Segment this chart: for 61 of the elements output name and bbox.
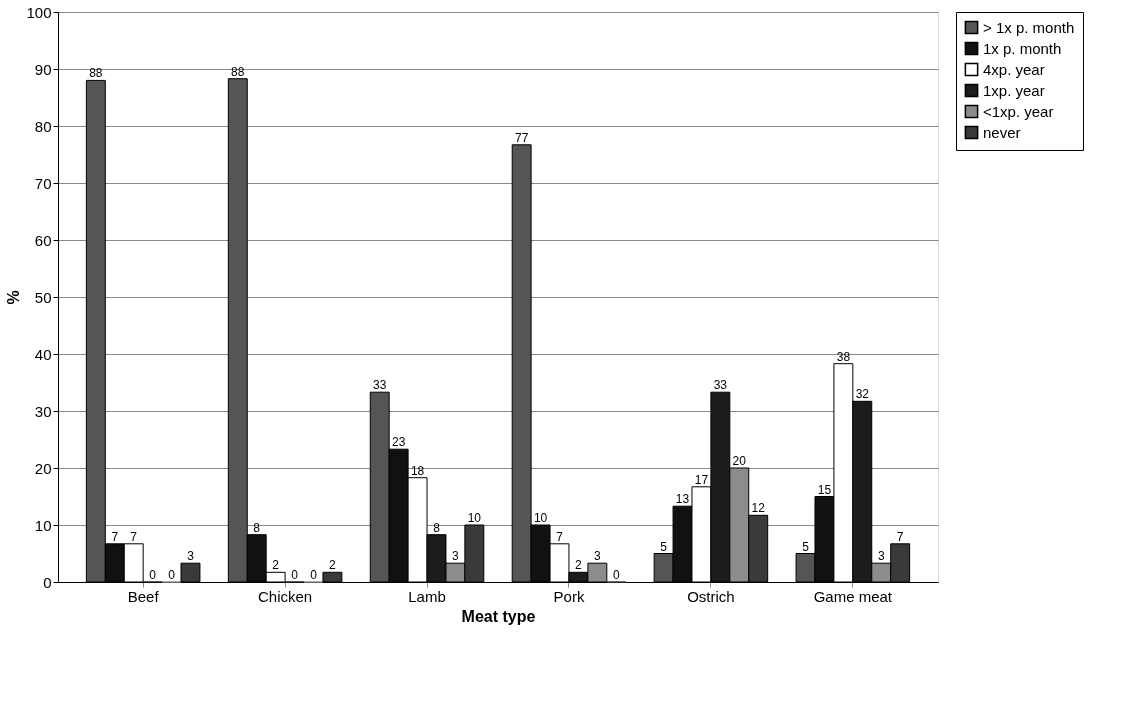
data-label: 38 bbox=[836, 349, 851, 364]
data-label: 5 bbox=[660, 539, 668, 554]
data-label: 7 bbox=[896, 529, 904, 544]
legend-label: 4xp. year bbox=[983, 60, 1045, 78]
data-label: 88 bbox=[89, 66, 103, 81]
data-label: 7 bbox=[111, 529, 119, 544]
data-label: 2 bbox=[329, 558, 337, 573]
data-label: 32 bbox=[855, 387, 870, 402]
data-label: 20 bbox=[732, 454, 747, 468]
legend-label: never bbox=[983, 123, 1021, 141]
x-tick-label: Chicken bbox=[258, 587, 313, 605]
data-label: 8 bbox=[433, 520, 441, 535]
legend-label: 1xp. year bbox=[983, 81, 1045, 99]
y-tick-label: 0 bbox=[43, 573, 52, 591]
data-label: 3 bbox=[877, 549, 885, 564]
data-label: 10 bbox=[467, 511, 482, 525]
data-label: 2 bbox=[575, 558, 583, 573]
data-label: 23 bbox=[391, 435, 406, 450]
data-label: 10 bbox=[533, 511, 548, 525]
data-label: 88 bbox=[231, 64, 245, 79]
data-label: 18 bbox=[410, 463, 425, 478]
data-label: 7 bbox=[556, 529, 564, 544]
data-label: 3 bbox=[452, 549, 460, 564]
data-label: 12 bbox=[751, 501, 766, 516]
x-axis-title: Meat type bbox=[461, 607, 536, 625]
data-label: 15 bbox=[817, 482, 832, 497]
y-tick-label: 10 bbox=[34, 516, 52, 534]
legend-label: 1x p. month bbox=[983, 39, 1062, 57]
y-tick-label: 80 bbox=[34, 117, 52, 135]
data-label: 0 bbox=[612, 568, 620, 582]
data-label: 77 bbox=[514, 130, 529, 145]
data-label: 7 bbox=[130, 529, 138, 544]
y-tick-label: 60 bbox=[34, 231, 52, 249]
legend-label: > 1x p. month bbox=[983, 18, 1075, 36]
data-label: 0 bbox=[168, 568, 176, 582]
y-tick-label: 40 bbox=[34, 345, 52, 363]
y-tick-label: 30 bbox=[34, 402, 52, 420]
y-tick-label: 90 bbox=[34, 60, 52, 78]
data-label: 8 bbox=[253, 520, 261, 535]
data-label: 2 bbox=[272, 558, 280, 573]
y-tick-label: 20 bbox=[34, 459, 52, 477]
x-tick-label: Pork bbox=[553, 587, 585, 605]
data-label: 17 bbox=[694, 472, 709, 487]
data-label: 3 bbox=[187, 549, 195, 564]
y-axis-title: % bbox=[5, 290, 23, 305]
data-label: 33 bbox=[713, 378, 728, 393]
data-label: 0 bbox=[310, 568, 318, 582]
y-tick-label: 70 bbox=[34, 174, 52, 192]
x-tick-label: Beef bbox=[127, 587, 160, 605]
data-label: 0 bbox=[149, 568, 157, 582]
data-label: 0 bbox=[291, 568, 299, 582]
data-label: 3 bbox=[594, 549, 602, 564]
data-label: 5 bbox=[802, 539, 810, 554]
data-label: 33 bbox=[373, 378, 387, 393]
x-tick-label: Lamb bbox=[408, 587, 446, 605]
x-tick-label: Ostrich bbox=[687, 587, 735, 605]
y-tick-label: 100 bbox=[26, 3, 52, 21]
x-tick-label: Game meat bbox=[813, 587, 893, 605]
legend-label: <1xp. year bbox=[983, 102, 1054, 120]
data-label: 13 bbox=[675, 492, 690, 507]
y-tick-label: 50 bbox=[34, 288, 52, 306]
